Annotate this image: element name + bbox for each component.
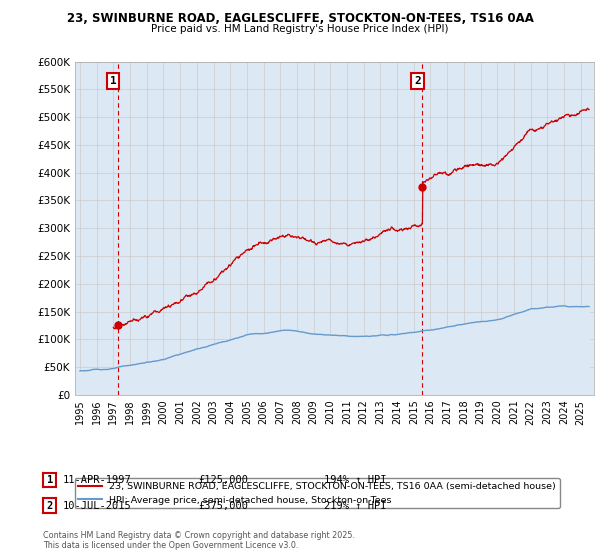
Text: 1: 1 [47, 475, 53, 485]
Text: 1: 1 [110, 76, 116, 86]
Text: 10-JUL-2015: 10-JUL-2015 [63, 501, 132, 511]
Text: £375,000: £375,000 [198, 501, 248, 511]
Text: £125,000: £125,000 [198, 475, 248, 485]
Text: 2: 2 [414, 76, 421, 86]
Legend: 23, SWINBURNE ROAD, EAGLESCLIFFE, STOCKTON-ON-TEES, TS16 0AA (semi-detached hous: 23, SWINBURNE ROAD, EAGLESCLIFFE, STOCKT… [74, 478, 560, 508]
Text: 11-APR-1997: 11-APR-1997 [63, 475, 132, 485]
Text: 219% ↑ HPI: 219% ↑ HPI [324, 501, 386, 511]
Text: 194% ↑ HPI: 194% ↑ HPI [324, 475, 386, 485]
Text: 2: 2 [47, 501, 53, 511]
Text: Price paid vs. HM Land Registry's House Price Index (HPI): Price paid vs. HM Land Registry's House … [151, 24, 449, 34]
Text: Contains HM Land Registry data © Crown copyright and database right 2025.
This d: Contains HM Land Registry data © Crown c… [43, 531, 355, 550]
Text: 23, SWINBURNE ROAD, EAGLESCLIFFE, STOCKTON-ON-TEES, TS16 0AA: 23, SWINBURNE ROAD, EAGLESCLIFFE, STOCKT… [67, 12, 533, 25]
